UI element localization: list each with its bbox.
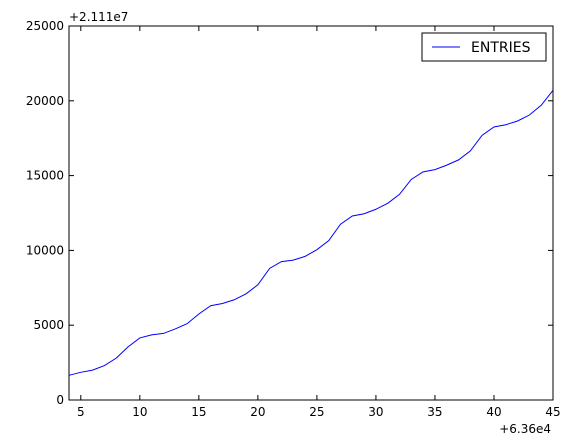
y-tick-label: 10000 [26, 243, 64, 257]
y-tick-label: 15000 [26, 169, 64, 183]
plot-layer [68, 90, 554, 376]
legend: ENTRIES [421, 32, 547, 62]
x-tick-label: 10 [132, 405, 147, 419]
x-tick-label: 35 [427, 405, 442, 419]
x-tick-label: 40 [486, 405, 501, 419]
legend-label-entries: ENTRIES [471, 40, 531, 56]
y-tick-label: 0 [56, 393, 64, 407]
y-tick-label: 5000 [33, 318, 64, 332]
x-tick-label: 25 [309, 405, 324, 419]
y-offset-label: +2.111e7 [69, 10, 128, 24]
x-tick-label: 30 [368, 405, 383, 419]
x-tick-label: 15 [191, 405, 206, 419]
y-tick-label: 25000 [26, 19, 64, 33]
y-tick-label: 20000 [26, 94, 64, 108]
plot-frame [68, 25, 554, 401]
x-axis: 5 10 15 20 25 30 35 40 45 [77, 26, 561, 419]
x-tick-label: 45 [545, 405, 560, 419]
series-line-entries [68, 90, 554, 376]
x-tick-label: 5 [77, 405, 85, 419]
x-offset-label: +6.36e4 [499, 422, 551, 436]
x-tick-label: 20 [250, 405, 265, 419]
y-axis: 0 5000 10000 15000 20000 25000 [26, 19, 553, 407]
